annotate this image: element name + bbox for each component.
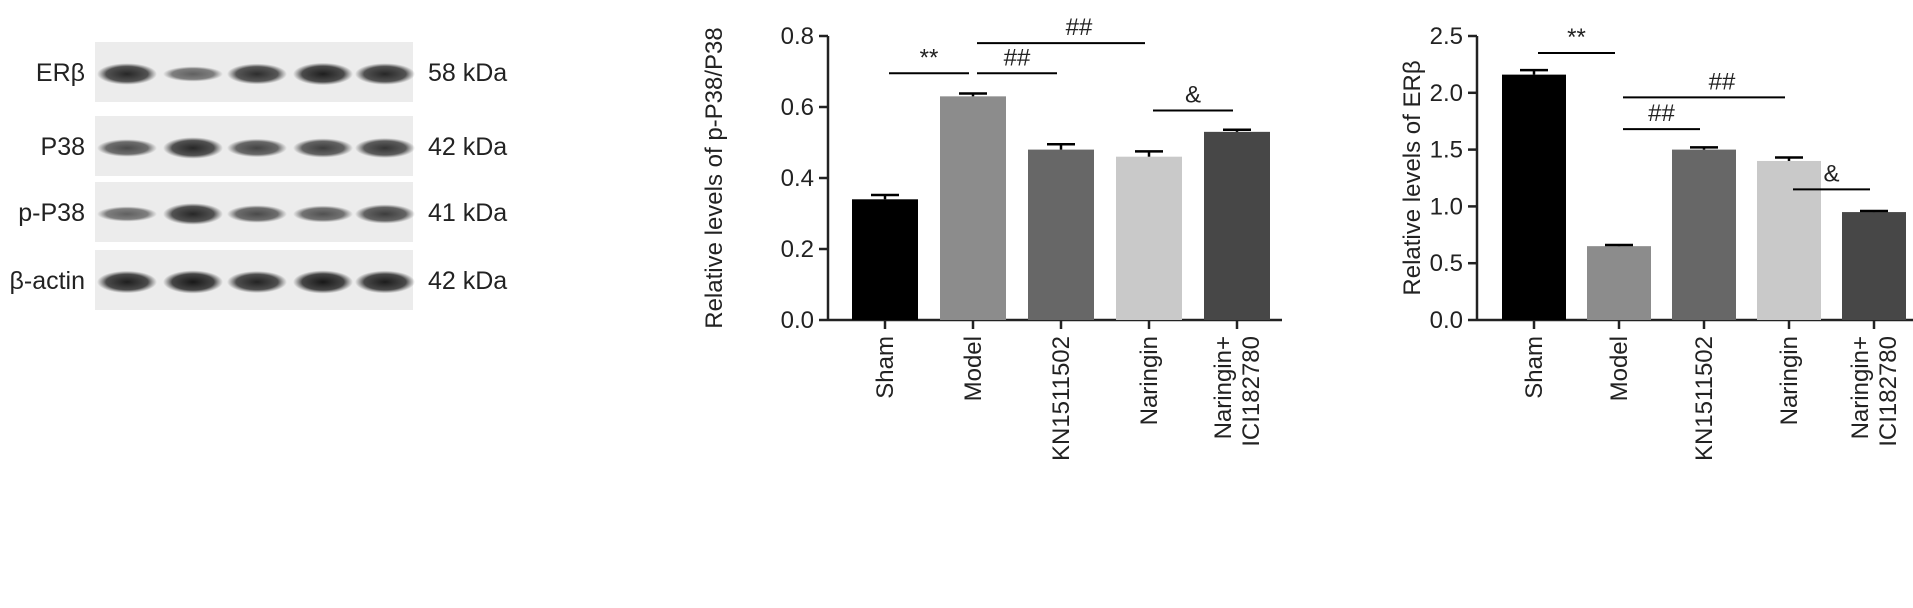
significance-marker: **	[920, 44, 939, 71]
x-tick-label: Naringin	[1136, 336, 1163, 425]
x-tick-label: Naringin+	[1210, 336, 1237, 439]
y-tick-label: 1.0	[1430, 193, 1463, 220]
x-tick-label: Naringin	[1776, 336, 1803, 425]
bar	[1757, 160, 1821, 320]
x-tick-label: Model	[960, 336, 987, 401]
x-tick-label: Sham	[872, 336, 899, 399]
blot-row-label: p-P38	[18, 199, 85, 227]
blot-band	[355, 63, 415, 85]
blot-band	[227, 138, 287, 158]
blot-size-label: 42 kDa	[428, 133, 507, 161]
significance-marker: &	[1823, 160, 1839, 187]
blot-size-label: 58 kDa	[428, 59, 507, 87]
x-tick-label: ICI182780	[1875, 336, 1902, 447]
blot-row-label: β-actin	[9, 267, 85, 295]
bar	[1842, 212, 1906, 320]
blot-band	[97, 206, 157, 222]
y-tick-label: 2.5	[1430, 23, 1463, 50]
bar	[940, 96, 1006, 320]
y-tick-label: 0.6	[781, 94, 814, 121]
blot-band	[227, 63, 287, 85]
x-tick-label: ICI182780	[1238, 336, 1265, 447]
blot-band	[227, 270, 287, 294]
erbeta-bar-chart: 0.0 0.5 1.0 1.5 2.0 2.5 Relative levels of ERβ…	[1320, 0, 1913, 603]
blot-size-label: 42 kDa	[428, 267, 507, 295]
y-tick-label: 0.0	[1430, 307, 1463, 334]
blot-band	[163, 270, 223, 294]
blot-band	[355, 204, 415, 224]
blot-band	[227, 205, 287, 223]
bar	[1204, 131, 1270, 320]
y-tick-label: 0.8	[781, 23, 814, 50]
blot-band	[293, 205, 353, 223]
y-tick-label: 0.4	[781, 165, 814, 192]
blot-size-label: 41 kDa	[428, 199, 507, 227]
bar	[1502, 74, 1566, 321]
y-tick-label: 0.5	[1430, 250, 1463, 277]
significance-marker: ##	[1648, 100, 1675, 127]
significance-marker: &	[1185, 82, 1201, 109]
blot-band	[293, 270, 353, 294]
y-tick-label: 1.5	[1430, 137, 1463, 164]
western-blot-panel: ERβ 58 kDa P38 42 kDa p-P38 41 kDa β-actin 42 k…	[0, 0, 680, 603]
blot-band	[355, 138, 415, 158]
x-tick-label: Sham	[1521, 336, 1548, 399]
y-tick-label: 0.0	[781, 307, 814, 334]
x-tick-label: KN1511502	[1691, 336, 1718, 461]
bar	[1587, 246, 1651, 320]
blot-band	[293, 138, 353, 158]
y-tick-label: 2.0	[1430, 80, 1463, 107]
x-tick-label: KN1511502	[1048, 336, 1075, 461]
blot-band	[163, 137, 223, 159]
blot-band	[97, 63, 157, 85]
significance-marker: **	[1567, 24, 1586, 51]
bar	[1116, 156, 1182, 320]
y-axis-label: Relative levels of ERβ	[1399, 60, 1426, 295]
x-tick-label: Model	[1606, 336, 1633, 401]
blot-row-label: ERβ	[36, 59, 85, 87]
y-axis-label: Relative levels of p-P38/P38	[701, 27, 728, 329]
significance-marker: ##	[1709, 68, 1736, 95]
x-tick-label: Naringin+	[1847, 336, 1874, 439]
blot-band	[163, 66, 223, 82]
blot-band	[293, 62, 353, 86]
blot-band	[163, 203, 223, 225]
y-tick-label: 0.2	[781, 236, 814, 263]
p-p38-chart-svg: 0.0 0.2 0.4 0.6 0.8 Relative levels of p-P38/…	[701, 14, 1282, 461]
significance-marker: ##	[1004, 44, 1031, 71]
bar	[852, 199, 918, 320]
significance-marker: ##	[1066, 14, 1093, 41]
western-blot-image: ERβ 58 kDa P38 42 kDa p-P38 41 kDa β-actin 42 k…	[9, 42, 507, 310]
bar	[1672, 149, 1736, 320]
blot-row-label: P38	[41, 133, 85, 161]
bar	[1028, 149, 1094, 320]
blot-band	[97, 139, 157, 157]
blot-band	[97, 270, 157, 294]
blot-band	[355, 270, 415, 294]
p-p38-bar-chart: 0.0 0.2 0.4 0.6 0.8 Relative levels of p-P38/…	[680, 0, 1320, 603]
